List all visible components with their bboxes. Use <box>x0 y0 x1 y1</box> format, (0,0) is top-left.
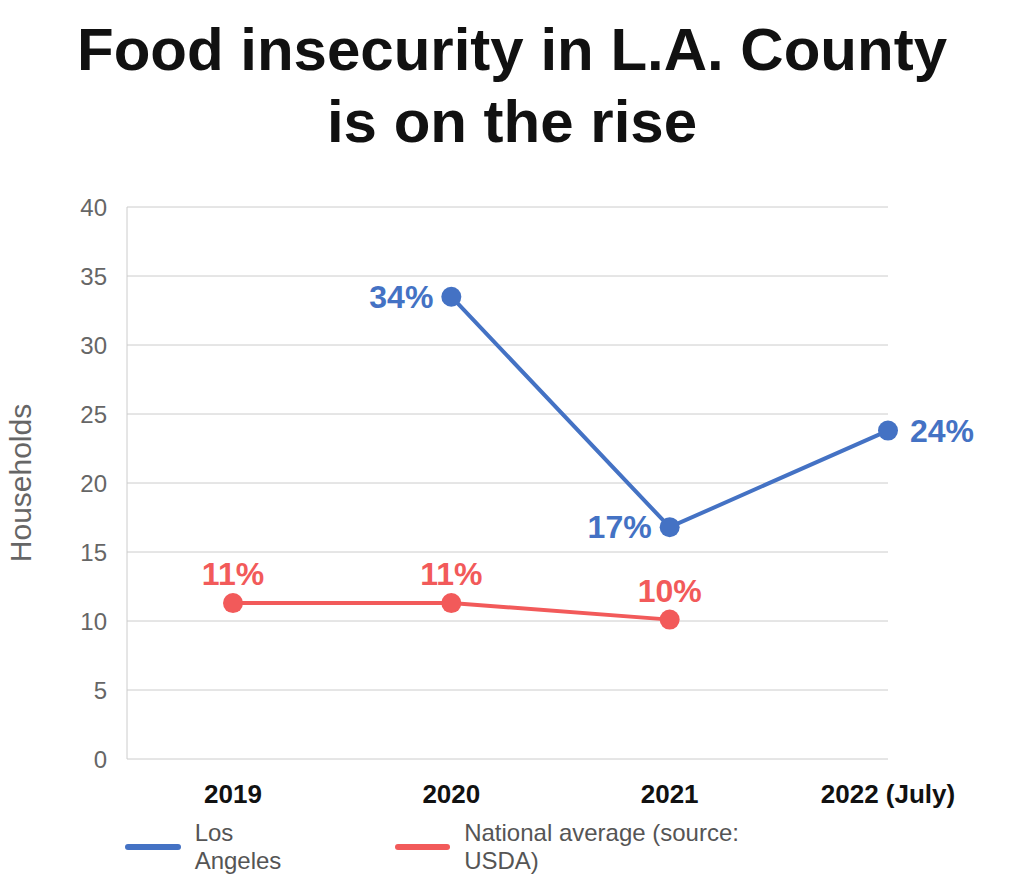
svg-text:Households: Households <box>8 404 37 562</box>
svg-text:34%: 34% <box>369 279 433 315</box>
svg-text:40: 40 <box>80 194 107 221</box>
svg-text:5: 5 <box>94 677 107 704</box>
svg-text:2019: 2019 <box>204 779 262 809</box>
html-text:National average (source: USDA: National average (source: USDA) <box>464 819 739 874</box>
svg-text:11%: 11% <box>420 556 482 592</box>
svg-text:2022 (July): 2022 (July) <box>821 779 955 809</box>
svg-text:10: 10 <box>80 608 107 635</box>
html-text:Los Angeles: Los Angeles <box>194 819 282 874</box>
svg-text:24%: 24% <box>910 413 974 449</box>
svg-text:0: 0 <box>94 746 107 773</box>
svg-text:10%: 10% <box>638 573 702 609</box>
svg-text:11%: 11% <box>202 556 264 592</box>
svg-text:30: 30 <box>80 332 107 359</box>
svg-text:2021: 2021 <box>641 779 699 809</box>
svg-text:2020: 2020 <box>422 779 480 809</box>
svg-text:25: 25 <box>80 401 107 428</box>
svg-text:20: 20 <box>80 470 107 497</box>
svg-text:17%: 17% <box>588 509 652 545</box>
html-text:Food insecurity in L.A. County: Food insecurity in L.A. County <box>77 16 947 83</box>
html-text:is on the rise: is on the rise <box>326 88 697 155</box>
svg-text:15: 15 <box>80 539 107 566</box>
svg-text:35: 35 <box>80 263 107 290</box>
